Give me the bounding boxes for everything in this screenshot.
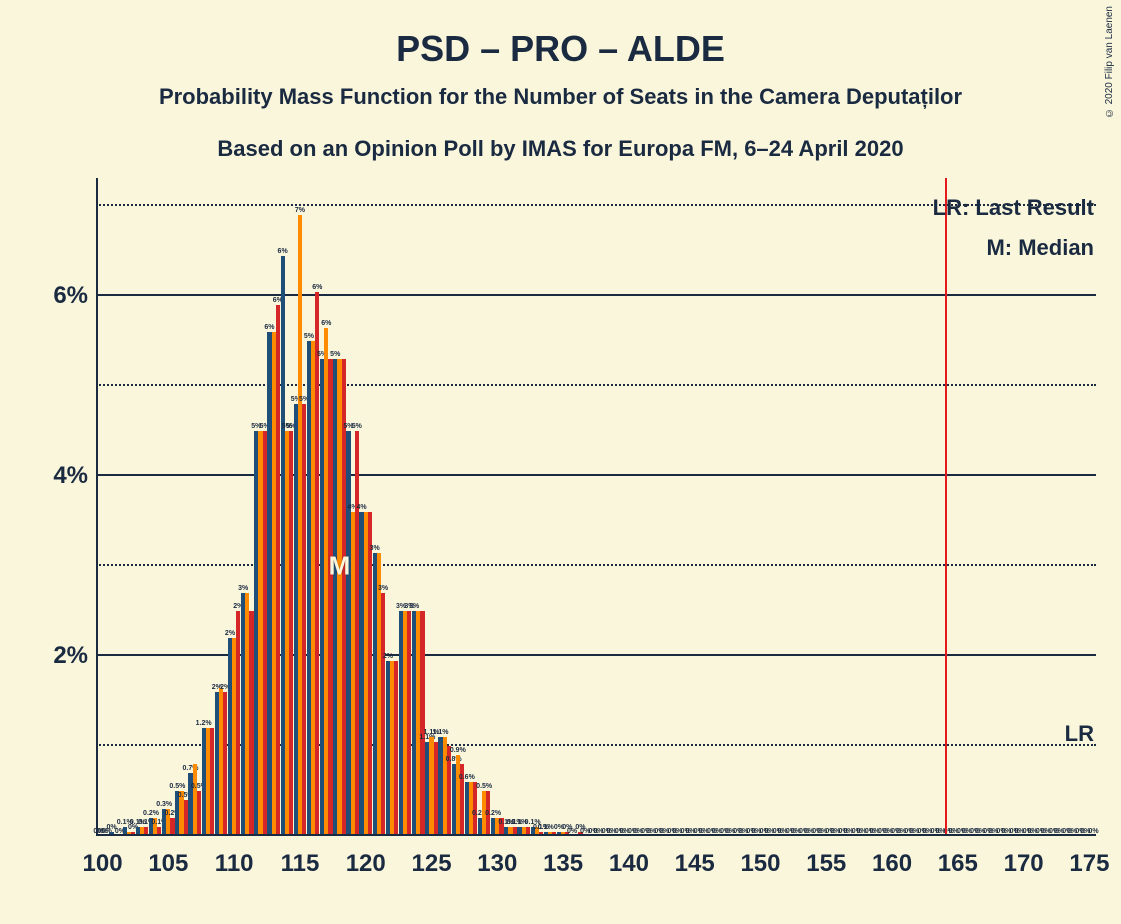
bar-value-label: 3%	[370, 545, 380, 553]
last-result-line	[945, 178, 947, 836]
bar	[210, 728, 214, 836]
bar-group: 3%3%	[373, 553, 386, 837]
bar-group: 3%3%	[399, 611, 412, 836]
bar-value-label: 6%	[264, 324, 274, 332]
bar-value-label: 0.5%	[169, 783, 185, 791]
bar: 6%	[276, 305, 280, 836]
x-tick-label: 110	[215, 836, 254, 878]
bar	[420, 611, 424, 836]
bar-value-label: 1.2%	[196, 720, 212, 728]
x-tick-label: 140	[609, 836, 649, 878]
y-tick-label: 2%	[53, 642, 96, 670]
bar-group: 2%2%	[228, 611, 241, 836]
bar-group: 2%2%	[215, 688, 228, 837]
x-tick-label: 135	[543, 836, 583, 878]
lr-axis-label: LR	[1065, 721, 1094, 747]
x-tick-label: 120	[346, 836, 386, 878]
bar: 5%	[302, 404, 306, 836]
bar: 5%	[289, 431, 293, 836]
bar-group: 0.8%0.9%	[452, 755, 465, 836]
x-tick-label: 145	[675, 836, 715, 878]
chart-subtitle-2: Based on an Opinion Poll by IMAS for Eur…	[0, 136, 1121, 162]
bar: 3%	[381, 593, 385, 836]
bar-value-label: 0.9%	[450, 747, 466, 755]
bar	[394, 661, 398, 837]
x-tick-label: 170	[1004, 836, 1044, 878]
bar-value-label: 6%	[278, 248, 288, 256]
bar-group: 0.3%0.2%	[162, 809, 175, 836]
copyright-text: © 2020 Filip van Laenen	[1104, 6, 1115, 118]
y-tick-label: 6%	[53, 282, 96, 310]
x-tick-label: 160	[872, 836, 912, 878]
bar-value-label: 5%	[330, 351, 340, 359]
bar: 3%	[407, 611, 411, 836]
bar: 6%	[315, 292, 319, 837]
y-tick-label: 4%	[53, 462, 96, 490]
bar-group: 0.7%0.5%	[188, 764, 201, 836]
bar-value-label: 2%	[225, 630, 235, 638]
bar-value-label: 0.1%	[538, 824, 554, 832]
bar-value-label: 0.3%	[156, 801, 172, 809]
chart-title: PSD – PRO – ALDE	[0, 28, 1121, 70]
bar-group: 3%	[241, 593, 254, 836]
bar: 5%	[263, 431, 267, 836]
legend: LR: Last ResultM: Median	[933, 188, 1094, 267]
bar-value-label: 6%	[312, 284, 322, 292]
bar-group: 5%5%	[254, 431, 267, 836]
bar	[434, 742, 438, 837]
bar-value-label: 0.2%	[485, 810, 501, 818]
bar-group: 3%	[412, 611, 425, 836]
bar: 2%	[236, 611, 240, 836]
bar	[368, 512, 372, 836]
x-tick-label: 100	[83, 836, 123, 878]
bar-group: 1.1%1.1%	[425, 737, 438, 836]
bar-group: 4%	[359, 512, 372, 836]
chart-plot: 2%4%6%0%0%0%0%0%0.1%0%0.1%0.1%0.2%0.1%0.…	[96, 188, 1096, 836]
bar-value-label: 7%	[295, 207, 305, 215]
bar-value-label: 5%	[304, 333, 314, 341]
bar-group: 5%6%	[320, 328, 333, 837]
bar-value-label: 4%	[357, 504, 367, 512]
bar	[328, 359, 332, 836]
bar: 2%	[223, 692, 227, 836]
x-tick-label: 125	[411, 836, 451, 878]
bar-group: 5%6%	[307, 292, 320, 837]
bar-group: 1.2%	[202, 728, 215, 836]
chart-area: 2%4%6%0%0%0%0%0%0.1%0%0.1%0.1%0.2%0.1%0.…	[96, 188, 1096, 836]
bar-value-label: 3%	[409, 603, 419, 611]
bar-value-label: 0.2%	[143, 810, 159, 818]
x-tick-label: 105	[148, 836, 188, 878]
bar-value-label: 2%	[383, 653, 393, 661]
legend-lr: LR: Last Result	[933, 188, 1094, 228]
legend-m: M: Median	[933, 228, 1094, 268]
bar-value-label: 6%	[321, 320, 331, 328]
x-tick-label: 130	[477, 836, 517, 878]
bar-value-label: 1.1%	[433, 729, 449, 737]
bar-value-label: 3%	[378, 585, 388, 593]
bar-group: 5%4%5%	[346, 431, 359, 836]
bar-value-label: 5%	[352, 423, 362, 431]
y-axis	[96, 178, 98, 836]
bar	[249, 611, 253, 836]
bar-value-label: 3%	[238, 585, 248, 593]
bar-group: 5%7%5%	[294, 215, 307, 836]
x-axis	[96, 834, 1096, 836]
bar-group: 0.5%0.5%	[175, 791, 188, 836]
bar-value-label: 0.5%	[476, 783, 492, 791]
bar-group: 2%	[386, 661, 399, 837]
x-tick-label: 150	[740, 836, 780, 878]
bar: 0.5%	[184, 800, 188, 836]
x-tick-label: 165	[938, 836, 978, 878]
bar-group: 6%6%	[267, 305, 280, 836]
x-tick-label: 155	[806, 836, 846, 878]
bar: 5%	[355, 431, 359, 836]
bar-group: 6%5%5%	[281, 256, 294, 837]
x-tick-label: 175	[1069, 836, 1109, 878]
median-marker: M	[329, 551, 351, 582]
bar-value-label: 0.6%	[459, 774, 475, 782]
bar: 0.5%	[197, 791, 201, 836]
chart-subtitle-1: Probability Mass Function for the Number…	[0, 84, 1121, 110]
x-tick-label: 115	[281, 836, 320, 878]
